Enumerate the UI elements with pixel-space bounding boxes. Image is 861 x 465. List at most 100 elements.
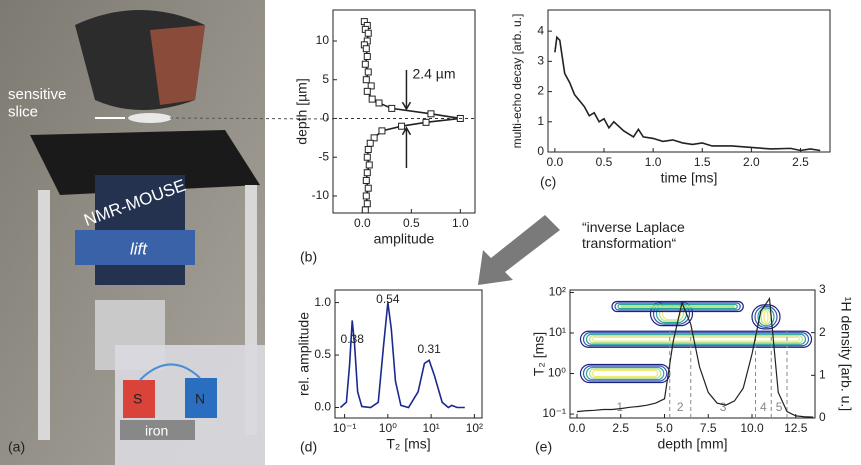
contour xyxy=(661,307,682,321)
x-tick-label: 0.0 xyxy=(354,216,371,230)
x-tick-label: 0.0 xyxy=(547,155,564,169)
contour xyxy=(754,305,778,328)
iron-label: iron xyxy=(145,423,168,439)
x-tick-label: 12.5 xyxy=(784,421,808,435)
y-tick-label: 10⁰ xyxy=(548,366,566,380)
x-tick-label: 10.0 xyxy=(740,421,764,435)
marker xyxy=(363,153,371,161)
marker xyxy=(398,122,406,130)
marker xyxy=(364,68,372,76)
tire-cut xyxy=(150,25,205,105)
region-label: 5 xyxy=(776,400,783,414)
marker xyxy=(378,127,386,135)
marker xyxy=(363,87,371,95)
panel-label: (d) xyxy=(300,439,317,455)
series-line xyxy=(554,35,821,152)
marker xyxy=(367,82,375,90)
x-tick-label: 2.5 xyxy=(612,421,629,435)
y-tick-label: 10² xyxy=(549,285,566,299)
contour xyxy=(582,332,810,347)
x-axis-label: time [ms] xyxy=(661,170,718,186)
panel-label: (a) xyxy=(8,439,25,455)
region-label: 4 xyxy=(760,400,767,414)
contour xyxy=(591,369,659,378)
x-tick-label: 1.0 xyxy=(452,216,469,230)
arrow-label: “inverse Laplace transformation“ xyxy=(582,219,685,251)
y-axis-label: T₂ [ms] xyxy=(531,332,547,376)
contour xyxy=(751,304,781,330)
x-tick-label: 7.5 xyxy=(700,421,717,435)
y-tick-label: 0 xyxy=(537,144,544,158)
y-axis-label: rel. amplitude xyxy=(296,312,312,396)
plot-frame xyxy=(334,289,483,419)
magnet xyxy=(185,378,217,418)
y-tick-label: 2 xyxy=(537,84,544,98)
x-tick-label: 10¹ xyxy=(422,421,439,435)
contour xyxy=(582,365,668,382)
slice xyxy=(128,113,172,123)
x-tick-label: 0.5 xyxy=(596,155,613,169)
marker xyxy=(362,45,370,53)
y-tick-label: 4 xyxy=(537,23,544,37)
x-tick-label: 10⁰ xyxy=(379,421,397,435)
x-tick-label: 5.0 xyxy=(656,421,673,435)
marker xyxy=(366,139,374,147)
marker xyxy=(362,192,370,200)
y-tick-label: 5 xyxy=(322,72,329,86)
lift-label: lift xyxy=(130,239,148,258)
platform xyxy=(30,130,260,195)
y2-axis-label: ¹H density [arb. u.] xyxy=(838,297,854,411)
contour xyxy=(760,308,772,325)
annotation-arrow xyxy=(401,70,412,168)
series-line xyxy=(339,302,465,409)
marker xyxy=(364,145,372,153)
marker xyxy=(363,52,371,60)
photo: (a) sensitive slice NMR-MOUSE lift S N ir… xyxy=(0,0,265,465)
x-axis-label: amplitude xyxy=(374,231,435,247)
contour-map xyxy=(579,300,813,384)
plot-frame xyxy=(569,289,816,419)
panel-label: (c) xyxy=(540,174,556,190)
x-tick-label: 2.0 xyxy=(743,155,760,169)
x-axis-label: depth [mm] xyxy=(657,436,727,452)
x-tick-label: 1.0 xyxy=(645,155,662,169)
y2-tick-label: 2 xyxy=(819,325,826,339)
y-tick-label: 0.0 xyxy=(314,400,331,414)
contour xyxy=(585,333,807,345)
marker xyxy=(363,169,371,177)
contour xyxy=(588,335,804,344)
marker xyxy=(368,95,376,103)
panel-label: (e) xyxy=(535,439,552,455)
region-label: 2 xyxy=(677,400,684,414)
marker xyxy=(370,134,378,142)
y-tick-label: 0.5 xyxy=(314,347,331,361)
marker xyxy=(364,184,372,192)
magnet-label: N xyxy=(195,391,205,407)
magnet xyxy=(123,380,155,418)
x-axis-label: T₂ [ms] xyxy=(386,436,430,452)
marker xyxy=(422,118,430,126)
y2-tick-label: 3 xyxy=(819,282,826,296)
x-tick-label: 1.5 xyxy=(694,155,711,169)
y-tick-label: 1 xyxy=(537,114,544,128)
contour xyxy=(611,300,744,313)
region-label: 3 xyxy=(720,400,727,414)
peak-label: 0.31 xyxy=(417,342,441,356)
marker xyxy=(362,76,370,84)
y-tick-label: 10⁻¹ xyxy=(542,406,566,420)
y-tick-label: 0 xyxy=(322,111,329,125)
x-tick-label: 10⁻¹ xyxy=(333,421,357,435)
field-line xyxy=(139,363,201,381)
plot-frame xyxy=(547,9,831,153)
density-line xyxy=(576,296,814,418)
post xyxy=(38,190,50,440)
y-tick-label: -5 xyxy=(318,149,329,163)
contour xyxy=(617,303,738,310)
contour xyxy=(591,336,801,342)
contour xyxy=(620,305,735,308)
contour xyxy=(585,366,665,381)
marker xyxy=(362,176,370,184)
lift-block xyxy=(75,230,195,265)
y-tick-label: 10 xyxy=(316,33,330,47)
